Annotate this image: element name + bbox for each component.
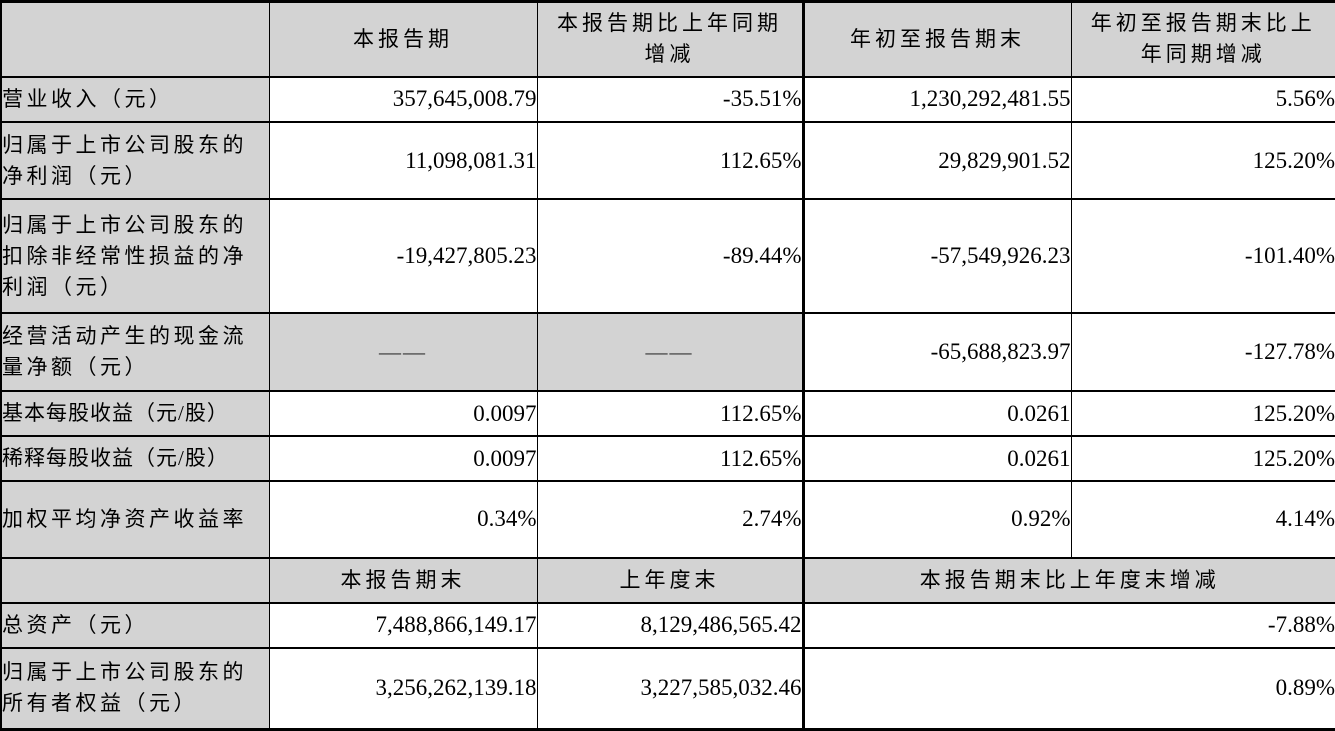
header-current-period-end: 本报告期末 [268, 556, 538, 604]
row-label-equity: 归属于上市公司股东的所有者权益（元） [0, 646, 270, 731]
cell-equity-current-end: 3,256,262,139.18 [268, 646, 538, 731]
header-blank-cell [0, 0, 270, 78]
table-row-equity: 归属于上市公司股东的所有者权益（元） 3,256,262,139.18 3,22… [0, 646, 1335, 731]
header-current-period-yoy-change: 本报告期比上年同期增减 [536, 0, 804, 78]
header-row-period: 本报告期 本报告期比上年同期增减 年初至报告期末 年初至报告期末比上年同期增减 [0, 0, 1335, 78]
header-period-end-vs-prior-year-end: 本报告期末比上年度末增减 [801, 556, 1335, 604]
cell-net-profit-ytd: 29,829,901.52 [801, 120, 1072, 201]
cell-basic-eps-yoy: 112.65% [536, 390, 804, 438]
cell-revenue-current: 357,645,008.79 [268, 75, 538, 123]
cell-basic-eps-current: 0.0097 [268, 390, 538, 438]
row-label-net-profit-excl-nonrecurring: 归属于上市公司股东的扣除非经常性损益的净利润（元） [0, 198, 270, 314]
table-row-net-profit: 归属于上市公司股东的净利润（元） 11,098,081.31 112.65% 2… [0, 120, 1335, 201]
cell-diluted-eps-ytd-yoy: 125.20% [1070, 435, 1335, 483]
cell-equity-prior-year-end: 3,227,585,032.46 [536, 646, 804, 731]
cell-equity-change: 0.89% [801, 646, 1335, 731]
cell-net-profit-yoy: 112.65% [536, 120, 804, 201]
cell-revenue-ytd: 1,230,292,481.55 [801, 75, 1072, 123]
header-ytd: 年初至报告期末 [801, 0, 1072, 78]
cell-total-assets-current-end: 7,488,866,149.17 [268, 601, 538, 649]
cell-roe-yoy: 2.74% [536, 480, 804, 559]
cell-roe-ytd-yoy: 4.14% [1070, 480, 1335, 559]
cell-net-profit-current: 11,098,081.31 [268, 120, 538, 201]
row-label-operating-cash-flow: 经营活动产生的现金流量净额（元） [0, 311, 270, 393]
cell-basic-eps-ytd: 0.0261 [801, 390, 1072, 438]
row-label-total-assets: 总资产（元） [0, 601, 270, 649]
cell-revenue-ytd-yoy: 5.56% [1070, 75, 1335, 123]
cell-cash-flow-ytd: -65,688,823.97 [801, 311, 1072, 393]
row-label-diluted-eps: 稀释每股收益（元/股） [0, 435, 270, 483]
table-row-weighted-avg-roe: 加权平均净资产收益率 0.34% 2.74% 0.92% 4.14% [0, 480, 1335, 559]
cell-diluted-eps-yoy: 112.65% [536, 435, 804, 483]
cell-nonrecurring-yoy: -89.44% [536, 198, 804, 314]
row-label-net-profit: 归属于上市公司股东的净利润（元） [0, 120, 270, 201]
header-ytd-yoy-change: 年初至报告期末比上年同期增减 [1070, 0, 1335, 78]
cell-cash-flow-yoy-dash: —— [536, 311, 804, 393]
header-current-period: 本报告期 [268, 0, 538, 78]
cell-basic-eps-ytd-yoy: 125.20% [1070, 390, 1335, 438]
cell-total-assets-change: -7.88% [801, 601, 1335, 649]
header-ytd-yoy-change-text: 年初至报告期末比上年同期增减 [1090, 11, 1316, 67]
cell-nonrecurring-ytd-yoy: -101.40% [1070, 198, 1335, 314]
cell-roe-ytd: 0.92% [801, 480, 1072, 559]
cell-nonrecurring-ytd: -57,549,926.23 [801, 198, 1072, 314]
header2-blank-cell [0, 556, 270, 604]
header-current-period-yoy-change-text: 本报告期比上年同期增减 [557, 11, 782, 67]
header-row-period-end: 本报告期末 上年度末 本报告期末比上年度末增减 [0, 556, 1335, 604]
row-label-basic-eps: 基本每股收益（元/股） [0, 390, 270, 438]
cell-revenue-yoy: -35.51% [536, 75, 804, 123]
row-label-revenue: 营业收入（元） [0, 75, 270, 123]
row-label-weighted-avg-roe: 加权平均净资产收益率 [0, 480, 270, 559]
cell-total-assets-prior-year-end: 8,129,486,565.42 [536, 601, 804, 649]
table-row-diluted-eps: 稀释每股收益（元/股） 0.0097 112.65% 0.0261 125.20… [0, 435, 1335, 483]
table-row-basic-eps: 基本每股收益（元/股） 0.0097 112.65% 0.0261 125.20… [0, 390, 1335, 438]
cell-cash-flow-current-dash: —— [268, 311, 538, 393]
cell-cash-flow-ytd-yoy: -127.78% [1070, 311, 1335, 393]
cell-roe-current: 0.34% [268, 480, 538, 559]
table-row-revenue: 营业收入（元） 357,645,008.79 -35.51% 1,230,292… [0, 75, 1335, 123]
table-row-net-profit-excl-nonrecurring: 归属于上市公司股东的扣除非经常性损益的净利润（元） -19,427,805.23… [0, 198, 1335, 314]
header-prior-year-end: 上年度末 [536, 556, 804, 604]
table-row-operating-cash-flow: 经营活动产生的现金流量净额（元） —— —— -65,688,823.97 -1… [0, 311, 1335, 393]
cell-diluted-eps-current: 0.0097 [268, 435, 538, 483]
cell-nonrecurring-current: -19,427,805.23 [268, 198, 538, 314]
table-row-total-assets: 总资产（元） 7,488,866,149.17 8,129,486,565.42… [0, 601, 1335, 649]
cell-net-profit-ytd-yoy: 125.20% [1070, 120, 1335, 201]
cell-diluted-eps-ytd: 0.0261 [801, 435, 1072, 483]
